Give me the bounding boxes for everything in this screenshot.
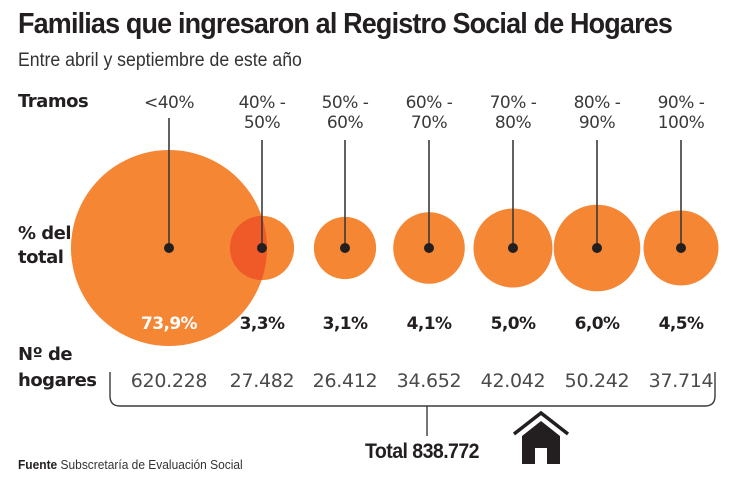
chart-title: Familias que ingresaron al Registro Soci… [18, 8, 673, 40]
total-label: Total 838.772 [365, 440, 480, 463]
row-label-hogares-1: Nº de [18, 344, 73, 365]
source-text: Subscretaría de Evaluación Social [60, 457, 243, 472]
row-label-pct-2: total [18, 247, 64, 268]
household-count: 37.714 [648, 370, 714, 392]
house-icon [512, 410, 570, 464]
tramo-label: 70% -80% [473, 93, 553, 133]
tramo-label-line2: 50% [243, 113, 281, 133]
tramo-label-line1: 90% - [657, 93, 705, 113]
percent-label: 4,5% [658, 314, 704, 334]
tramo-label-line2: 80% [494, 113, 532, 133]
percent-label: 3,3% [239, 314, 285, 334]
tramo-label: 90% -100% [641, 93, 721, 133]
row-label-tramos: Tramos [18, 91, 89, 112]
tramo-label-line1: 60% - [405, 93, 453, 113]
tramo-label: 60% -70% [389, 93, 469, 133]
dot-5 [592, 243, 602, 253]
tramo-label: <40% [129, 93, 209, 113]
tramo-label: 80% -90% [557, 93, 637, 133]
tramo-label-line2: 90% [578, 113, 616, 133]
row-label-pct-1: % del [18, 223, 72, 244]
household-count: 620.228 [130, 370, 208, 392]
dot-2 [340, 243, 350, 253]
percent-label: 6,0% [574, 314, 620, 334]
dot-4 [508, 243, 518, 253]
source-label: Fuente [18, 457, 58, 472]
percent-label: 5,0% [490, 314, 536, 334]
row-label-hogares-2: hogares [18, 370, 97, 391]
household-count: 26.412 [312, 370, 378, 392]
source-note: Fuente Subscretaría de Evaluación Social [18, 457, 243, 472]
total-bracket [109, 372, 716, 407]
household-count: 42.042 [480, 370, 546, 392]
household-count: 27.482 [229, 370, 295, 392]
chart-subtitle: Entre abril y septiembre de este año [18, 50, 302, 71]
tramo-label-line2: 60% [326, 113, 364, 133]
tramo-label-line1: <40% [143, 93, 195, 113]
household-count: 50.242 [564, 370, 630, 392]
dot-0 [164, 243, 174, 253]
percent-label: 3,1% [322, 314, 368, 334]
tramo-label-line1: 70% - [489, 93, 537, 113]
tramo-label-line1: 80% - [573, 93, 621, 113]
dot-6 [676, 243, 686, 253]
tramo-label-line2: 100% [657, 113, 705, 133]
dot-3 [424, 243, 434, 253]
percent-label: 73,9% [141, 314, 198, 334]
household-count: 34.652 [396, 370, 462, 392]
tramo-label: 50% -60% [305, 93, 385, 133]
tramo-label-line1: 40% - [238, 93, 286, 113]
percent-label: 4,1% [406, 314, 452, 334]
dot-1 [257, 243, 267, 253]
tramo-label-line1: 50% - [321, 93, 369, 113]
tramo-label: 40% -50% [222, 93, 302, 133]
tramo-label-line2: 70% [410, 113, 448, 133]
